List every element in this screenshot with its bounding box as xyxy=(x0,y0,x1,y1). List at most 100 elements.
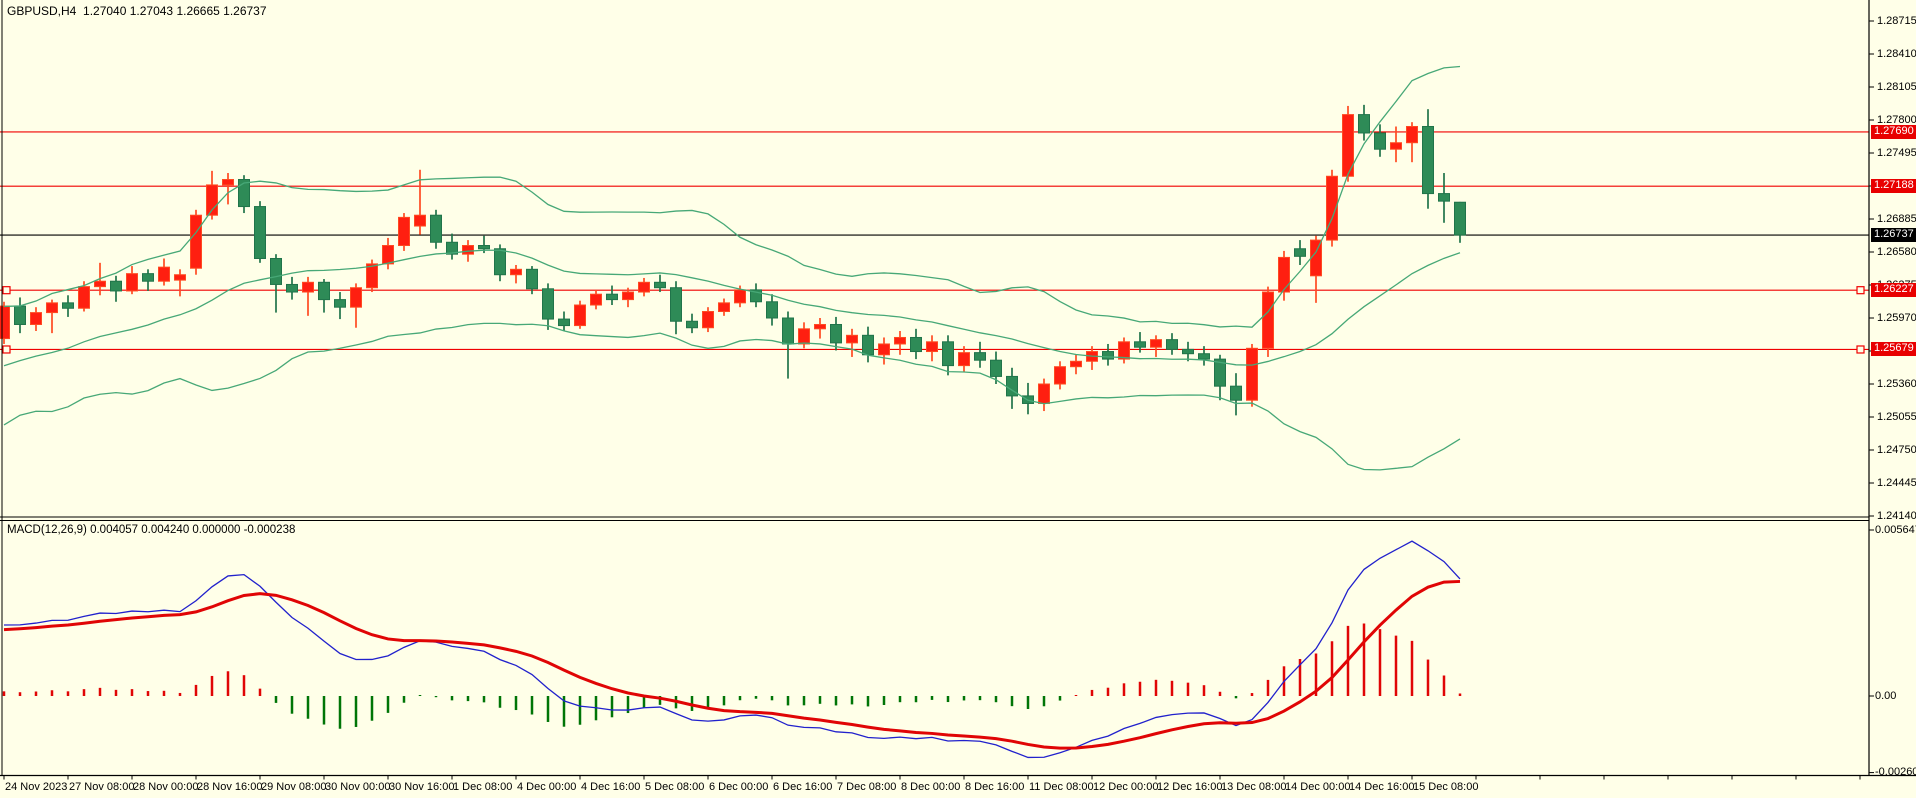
candle xyxy=(1102,343,1114,366)
time-axis-label: 28 Nov 00:00 xyxy=(133,781,199,793)
candle xyxy=(158,258,170,286)
price-axis-label: 1.24445 xyxy=(1877,476,1916,489)
candle xyxy=(446,233,458,260)
candle xyxy=(1422,109,1434,209)
candle xyxy=(894,330,906,355)
level-end-marker[interactable] xyxy=(2,286,11,295)
candle xyxy=(1038,378,1050,412)
candle xyxy=(110,275,122,302)
price-level-badge-1.27690: 1.27690 xyxy=(1871,124,1916,139)
candle xyxy=(366,259,378,293)
candle xyxy=(1118,337,1130,364)
price-axis-label: 1.26885 xyxy=(1877,212,1916,225)
candle xyxy=(430,209,442,249)
candle xyxy=(222,173,234,205)
candle xyxy=(350,283,362,328)
level-end-marker[interactable] xyxy=(2,345,11,354)
price-level-badge-1.27188: 1.27188 xyxy=(1871,179,1916,194)
time-axis-label: 7 Dec 08:00 xyxy=(837,781,897,793)
candle xyxy=(926,335,938,362)
price-axis-label: 1.25360 xyxy=(1877,377,1916,390)
candle xyxy=(942,335,954,376)
candle xyxy=(974,341,986,368)
candle xyxy=(910,328,922,360)
time-axis-label: 14 Dec 16:00 xyxy=(1349,781,1415,793)
candle xyxy=(1358,104,1370,141)
candle xyxy=(878,337,890,365)
candle xyxy=(0,301,10,344)
candle xyxy=(846,328,858,357)
candle xyxy=(126,266,138,295)
candle xyxy=(862,326,874,363)
candle xyxy=(702,307,714,333)
candle xyxy=(1278,250,1290,301)
candle xyxy=(206,170,218,220)
candle xyxy=(1262,286,1274,357)
candle xyxy=(670,281,682,335)
macd-indicator-label: MACD(12,26,9) 0.004057 0.004240 0.000000… xyxy=(7,524,296,536)
price-level-badge-1.25679: 1.25679 xyxy=(1871,342,1916,357)
price-axis-label: 1.25970 xyxy=(1877,311,1916,324)
candle xyxy=(174,269,186,297)
candle xyxy=(1294,240,1306,265)
time-axis-label: 6 Dec 00:00 xyxy=(709,781,769,793)
level-end-marker[interactable] xyxy=(1856,286,1865,295)
macd-axis-label: -0.002606 xyxy=(1875,766,1916,779)
time-axis-label: 12 Dec 16:00 xyxy=(1157,781,1223,793)
candle xyxy=(142,269,154,291)
candle xyxy=(814,318,826,339)
time-axis-label: 8 Dec 00:00 xyxy=(901,781,961,793)
candle xyxy=(990,351,1002,385)
candle xyxy=(1182,341,1194,362)
candle xyxy=(574,300,586,329)
candle xyxy=(1406,122,1418,163)
bollinger-lower-band xyxy=(3,322,1461,471)
candle xyxy=(1454,201,1466,243)
time-axis-label: 6 Dec 16:00 xyxy=(773,781,833,793)
candle xyxy=(1438,173,1450,223)
candle xyxy=(270,254,282,313)
macd-axis-label: 0.005647 xyxy=(1875,523,1916,536)
candle xyxy=(686,313,698,334)
level-end-marker[interactable] xyxy=(1856,345,1865,354)
price-axis-label: 1.28410 xyxy=(1877,47,1916,60)
candle xyxy=(238,175,250,214)
candle xyxy=(1374,124,1386,157)
bollinger-middle-band xyxy=(3,249,1461,367)
time-axis-label: 30 Nov 00:00 xyxy=(325,781,391,793)
time-axis-label: 1 Dec 08:00 xyxy=(453,781,513,793)
candle xyxy=(654,274,666,293)
candle xyxy=(958,346,970,373)
candle xyxy=(398,213,410,251)
candle xyxy=(254,201,266,263)
time-axis-label: 28 Nov 16:00 xyxy=(197,781,263,793)
candle xyxy=(414,169,426,235)
macd-axis-label: 0.00 xyxy=(1875,689,1897,702)
time-axis-label: 8 Dec 16:00 xyxy=(965,781,1025,793)
macd-line xyxy=(3,540,1461,759)
time-axis-label: 13 Dec 08:00 xyxy=(1221,781,1287,793)
time-axis-label: 29 Nov 08:00 xyxy=(261,781,327,793)
price-axis-label: 1.27495 xyxy=(1877,146,1916,159)
price-axis-label: 1.25055 xyxy=(1877,410,1916,423)
candle xyxy=(590,289,602,310)
time-axis-label: 27 Nov 08:00 xyxy=(69,781,135,793)
bollinger-upper-band xyxy=(3,65,1461,328)
time-axis-label: 15 Dec 08:00 xyxy=(1413,781,1479,793)
candle xyxy=(542,283,554,330)
candle xyxy=(46,299,58,334)
candle xyxy=(606,285,618,306)
candle xyxy=(830,316,842,351)
candle xyxy=(190,209,202,275)
time-axis-label: 30 Nov 16:00 xyxy=(389,781,455,793)
candle xyxy=(30,307,42,331)
candle xyxy=(1070,354,1082,375)
candle xyxy=(750,283,762,308)
candle xyxy=(1310,235,1322,303)
candle xyxy=(1134,332,1146,353)
candle xyxy=(1166,333,1178,355)
price-axis-label: 1.27800 xyxy=(1877,113,1916,126)
macd-signal-line xyxy=(3,579,1461,750)
candle xyxy=(1326,169,1338,247)
